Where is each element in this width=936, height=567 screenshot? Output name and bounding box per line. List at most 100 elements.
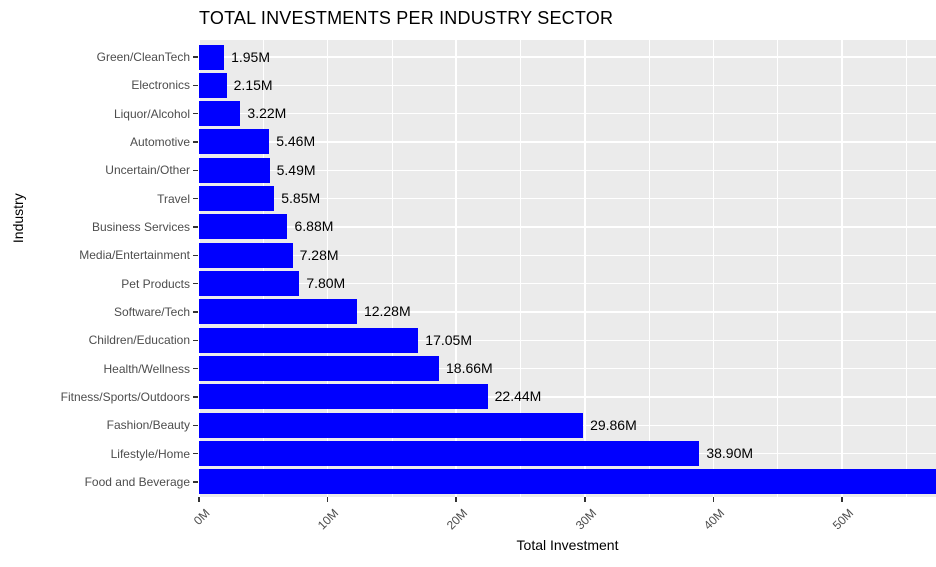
y-axis-tick	[193, 452, 198, 455]
category-label: Lifestyle/Home	[110, 446, 190, 461]
bar	[199, 101, 241, 127]
x-tick-label: 50M	[829, 506, 856, 533]
bar	[199, 271, 300, 297]
y-axis-tick	[193, 254, 198, 257]
bar-value-label: 5.46M	[276, 133, 316, 150]
bar	[199, 412, 584, 438]
bar	[199, 356, 439, 382]
category-gridline	[199, 226, 936, 228]
x-tick-label: 20M	[443, 506, 471, 533]
x-tick-label: 10M	[315, 506, 342, 533]
category-gridline	[199, 339, 936, 342]
category-gridline	[199, 197, 936, 200]
x-axis-tick	[712, 497, 715, 502]
category-gridline	[199, 311, 936, 313]
y-axis-tick	[193, 311, 198, 313]
y-axis-tick	[193, 424, 198, 427]
category-label: Green/CleanTech	[96, 50, 190, 64]
bar-value-label: 5.85M	[281, 190, 321, 207]
bar-value-label: 22.44M	[494, 388, 542, 405]
y-axis-tick	[193, 367, 198, 370]
category-gridline	[199, 84, 936, 87]
major-gridline	[326, 40, 329, 497]
y-axis-tick	[193, 169, 198, 172]
category-label: Business Services	[91, 219, 190, 234]
major-gridline	[841, 40, 843, 497]
major-gridline	[712, 40, 715, 497]
y-axis-tick	[193, 197, 198, 200]
x-axis-tick	[841, 497, 843, 502]
bar	[199, 214, 288, 240]
bar	[199, 384, 488, 410]
bar	[199, 44, 225, 70]
bar-value-label: 3.22M	[247, 105, 287, 122]
bar-value-label: 17.05M	[425, 331, 472, 348]
category-label: Food and Beverage	[84, 474, 190, 489]
bar-value-label: 38.90M	[706, 445, 754, 462]
x-tick-label: 30M	[572, 506, 599, 533]
bar-value-label: 18.66M	[446, 360, 493, 377]
category-label: Children/Education	[88, 333, 190, 348]
x-axis-tick	[198, 497, 200, 502]
bar-value-label: 1.95M	[231, 48, 270, 65]
minor-gridline	[520, 40, 521, 497]
y-axis-tick	[193, 141, 198, 143]
major-gridline	[584, 40, 586, 497]
y-axis-tick	[193, 226, 198, 228]
x-axis-tick	[584, 497, 586, 502]
x-axis-tick	[455, 497, 458, 502]
bar-value-label: 29.86M	[590, 416, 637, 433]
category-label: Electronics	[131, 78, 190, 93]
bar-value-label: 5.49M	[276, 161, 316, 178]
category-label: Uncertain/Other	[105, 163, 190, 178]
category-label: Media/Entertainment	[79, 248, 190, 263]
category-gridline	[199, 169, 936, 172]
minor-gridline	[777, 40, 779, 497]
bar	[199, 157, 270, 183]
major-gridline	[455, 40, 458, 497]
bar-value-label: 2.15M	[233, 76, 273, 93]
bar	[199, 441, 700, 467]
bar	[199, 129, 270, 155]
y-axis-tick	[193, 112, 198, 115]
plot-panel: 1.95M 2.15M 3.22M 5.46M 5.49M 5.85M 6.88M 7.28M…	[198, 40, 936, 497]
minor-gridline	[262, 40, 264, 497]
y-axis-tick	[193, 481, 198, 483]
chart-title: TOTAL INVESTMENTS PER INDUSTRY SECTOR	[199, 8, 614, 28]
bar-value-label: 7.28M	[299, 246, 339, 263]
category-gridline	[199, 396, 936, 398]
bar-value-label: 6.88M	[294, 218, 334, 235]
bar-value-label: 12.28M	[363, 303, 411, 320]
y-axis-tick	[193, 396, 198, 398]
y-axis-tick	[193, 56, 198, 58]
bar-value-label: 7.80M	[306, 275, 346, 292]
bar	[199, 242, 293, 268]
minor-gridline	[648, 40, 650, 497]
category-gridline	[199, 282, 936, 285]
minor-gridline	[391, 40, 393, 497]
category-label: Liquor/Alcohol	[113, 106, 190, 121]
y-axis-tick	[193, 282, 198, 285]
category-label: Health/Wellness	[103, 361, 190, 376]
x-tick-label: 40M	[700, 506, 728, 533]
category-label: Fitness/Sports/Outdoors	[60, 389, 190, 404]
y-axis-tick	[193, 84, 198, 87]
category-label: Fashion/Beauty	[106, 418, 190, 433]
bar	[199, 327, 419, 353]
category-gridline	[199, 254, 936, 257]
y-axis-title: Industry	[10, 193, 26, 244]
category-label: Pet Products	[121, 276, 190, 291]
bar	[199, 299, 357, 325]
category-gridline	[199, 141, 936, 143]
major-gridline	[198, 40, 200, 497]
category-label: Software/Tech	[113, 304, 190, 319]
bar	[199, 72, 227, 98]
category-gridline	[199, 56, 936, 58]
category-gridline	[199, 367, 936, 370]
x-tick-label: 0M	[191, 506, 213, 528]
category-label: Travel	[157, 191, 190, 206]
category-label: Automotive	[129, 134, 190, 149]
minor-gridline	[906, 40, 907, 497]
bar	[199, 469, 936, 495]
